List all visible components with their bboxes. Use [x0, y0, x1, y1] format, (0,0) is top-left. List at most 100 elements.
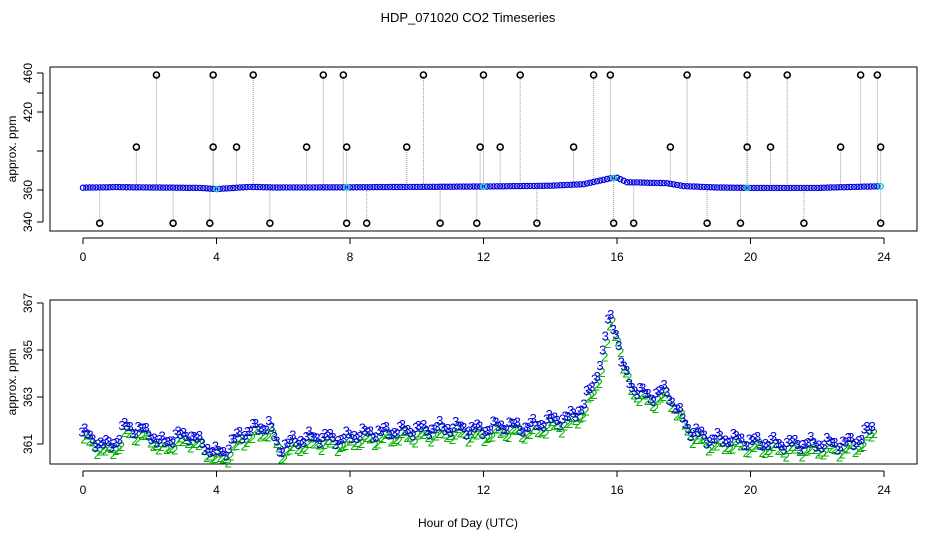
top-panel-x-tick-label: 20 — [744, 250, 758, 264]
series-3-point: 3 — [708, 431, 715, 446]
series-3-point: 3 — [607, 307, 614, 322]
series-2-point: 2 — [476, 423, 483, 438]
baseline-point — [206, 185, 213, 192]
series-2-point: 2 — [331, 437, 338, 452]
series-3-point: 3 — [711, 432, 718, 447]
baseline-point — [784, 184, 791, 192]
series-2-point: 2 — [203, 450, 210, 465]
series-3-point: 3 — [474, 416, 481, 431]
baseline-point — [470, 183, 477, 190]
series-2-point: 2 — [692, 432, 699, 447]
spike-high-point — [606, 71, 615, 79]
spike-high-point — [516, 71, 525, 79]
series-3-point: 3 — [671, 402, 678, 417]
baseline-point — [313, 184, 320, 191]
baseline-point — [670, 181, 677, 188]
series-3-point: 3 — [599, 343, 606, 358]
baseline-point — [246, 183, 254, 191]
series-2-point: 2 — [622, 366, 629, 381]
series-3-point: 3 — [767, 432, 774, 447]
baseline-point — [663, 179, 671, 187]
series-3-point: 3 — [412, 420, 419, 435]
series-2-point: 2 — [275, 441, 282, 456]
series-2-point: 2 — [198, 435, 205, 450]
series-3-point: 3 — [789, 435, 796, 450]
series-3-point: 3 — [839, 434, 846, 449]
series-2-point: 2 — [524, 427, 531, 442]
series-2-point: 2 — [572, 413, 579, 428]
baseline-highlight-point — [610, 174, 617, 182]
baseline-point — [703, 183, 711, 191]
series-3-point: 3 — [177, 427, 184, 442]
series-2-point: 2 — [540, 424, 547, 439]
series-3-point: 3 — [810, 435, 817, 450]
baseline-point — [607, 175, 614, 182]
baseline-point — [633, 179, 641, 186]
baseline-point — [760, 184, 768, 192]
series-3-point: 3 — [551, 410, 558, 425]
chart-title: HDP_071020 CO2 Timeseries — [381, 10, 556, 25]
series-3-point: 3 — [372, 429, 379, 444]
baseline-point — [346, 184, 354, 191]
baseline-point — [710, 184, 718, 191]
series-3-point: 3 — [241, 428, 248, 443]
baseline-point — [280, 184, 287, 191]
series-2-point: 2 — [107, 441, 114, 456]
spike-low-point — [95, 219, 104, 227]
series-3-point: 3 — [698, 424, 705, 439]
bottom-panel-x-tick-label: 8 — [347, 483, 354, 497]
series-2-point: 2 — [732, 433, 739, 448]
series-2-point: 2 — [358, 436, 365, 451]
series-2-point: 2 — [83, 428, 90, 443]
series-2-point: 2 — [291, 435, 298, 450]
series-3-point: 3 — [463, 428, 470, 443]
spike-low-point — [436, 219, 444, 227]
baseline-point — [483, 183, 490, 190]
baseline-point — [513, 182, 521, 190]
series-2-point: 2 — [751, 440, 758, 455]
series-2-point: 2 — [855, 442, 862, 457]
baseline-point — [163, 184, 170, 191]
baseline-point — [133, 184, 140, 191]
series-2-point: 2 — [430, 429, 437, 444]
bottom-panel-x-tick-label: 12 — [477, 483, 491, 497]
series-3-point: 3 — [554, 413, 561, 428]
series-2-point: 2 — [526, 427, 533, 442]
series-2-point: 2 — [550, 418, 557, 433]
series-3-point: 3 — [770, 429, 777, 444]
series-3-point: 3 — [182, 429, 189, 444]
spike-high-point — [683, 71, 691, 79]
series-3-point: 3 — [308, 429, 315, 444]
series-3-point: 3 — [781, 442, 788, 457]
series-3-point: 3 — [351, 428, 358, 443]
baseline-point — [643, 179, 651, 186]
series-3-point: 3 — [823, 430, 830, 445]
baseline-point — [260, 183, 267, 191]
series-3-point: 3 — [591, 371, 598, 386]
series-3-point: 3 — [126, 419, 133, 434]
baseline-point — [487, 183, 494, 190]
baseline-point — [804, 184, 811, 192]
baseline-point — [717, 184, 724, 191]
bottom-panel-frame — [49, 299, 918, 465]
series-2-point: 2 — [775, 443, 782, 458]
spike-low-point — [169, 219, 177, 227]
series-3-point: 3 — [377, 424, 384, 439]
baseline-point — [89, 184, 97, 191]
baseline-point — [153, 184, 160, 191]
series-2-point: 2 — [761, 446, 768, 461]
series-2-point: 2 — [713, 439, 720, 454]
baseline-point — [553, 182, 561, 189]
series-3-point: 3 — [271, 429, 278, 444]
baseline-point — [256, 183, 264, 191]
baseline-point — [757, 184, 764, 192]
series-2-point: 2 — [718, 435, 725, 450]
series-3-point: 3 — [503, 423, 510, 438]
series-3-point: 3 — [447, 425, 454, 440]
baseline-point — [834, 184, 841, 191]
series-2-point: 2 — [780, 445, 787, 460]
series-2-point: 2 — [371, 438, 378, 453]
series-2-point: 2 — [126, 426, 133, 441]
series-2-point: 2 — [553, 417, 560, 432]
series-2-point: 2 — [684, 423, 691, 438]
